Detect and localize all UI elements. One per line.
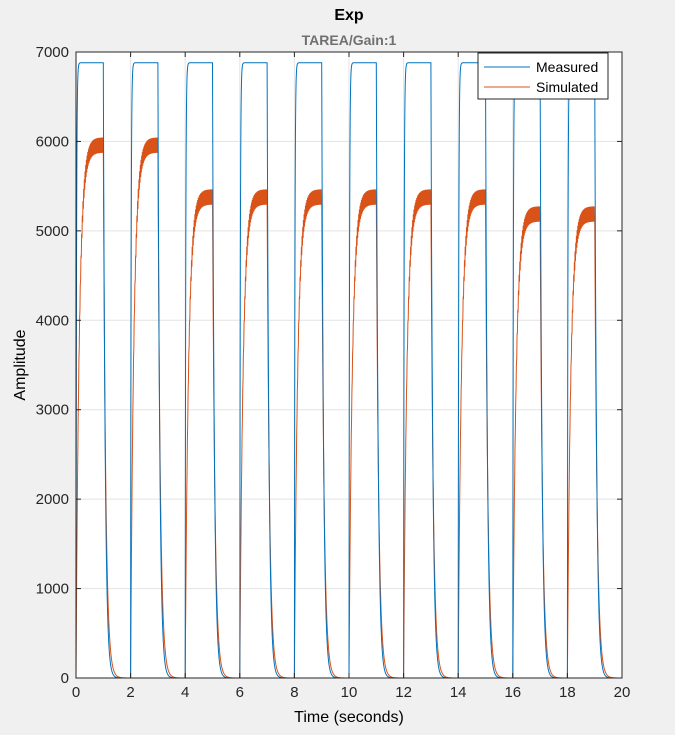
x-tick-label: 8 <box>290 684 298 701</box>
y-tick-label: 2000 <box>36 491 69 508</box>
y-tick-label: 7000 <box>36 44 69 61</box>
x-axis-label: Time (seconds) <box>294 709 404 726</box>
y-tick-label: 1000 <box>36 581 69 598</box>
legend-label-simulated: Simulated <box>536 79 598 95</box>
x-tick-label: 0 <box>72 684 80 701</box>
x-tick-label: 18 <box>559 684 576 701</box>
legend-box <box>477 52 609 100</box>
x-tick-label: 12 <box>395 684 412 701</box>
y-tick-label: 6000 <box>36 133 69 150</box>
y-tick-label: 3000 <box>36 402 69 419</box>
x-tick-label: 2 <box>126 684 134 701</box>
y-tick-label: 0 <box>61 670 69 687</box>
x-tick-label: 4 <box>181 684 189 701</box>
x-tick-label: 16 <box>504 684 521 701</box>
ticks: 0 2 4 6 8 10 12 14 16 18 20 0 1000 2000 3000 4000 5000 60… <box>36 44 631 701</box>
y-tick-label: 5000 <box>36 223 69 240</box>
y-tick-label: 4000 <box>36 312 69 329</box>
x-tick-label: 6 <box>236 684 244 701</box>
x-tick-label: 14 <box>450 684 467 701</box>
chart-subtitle: TAREA/Gain:1 <box>302 32 397 48</box>
y-axis-label: Amplitude <box>12 329 29 400</box>
legend[interactable]: Measured Simulated <box>477 52 609 100</box>
legend-label-measured: Measured <box>536 59 598 75</box>
x-tick-label: 20 <box>614 684 631 701</box>
x-tick-label: 10 <box>341 684 358 701</box>
chart-title: Exp <box>334 7 364 24</box>
